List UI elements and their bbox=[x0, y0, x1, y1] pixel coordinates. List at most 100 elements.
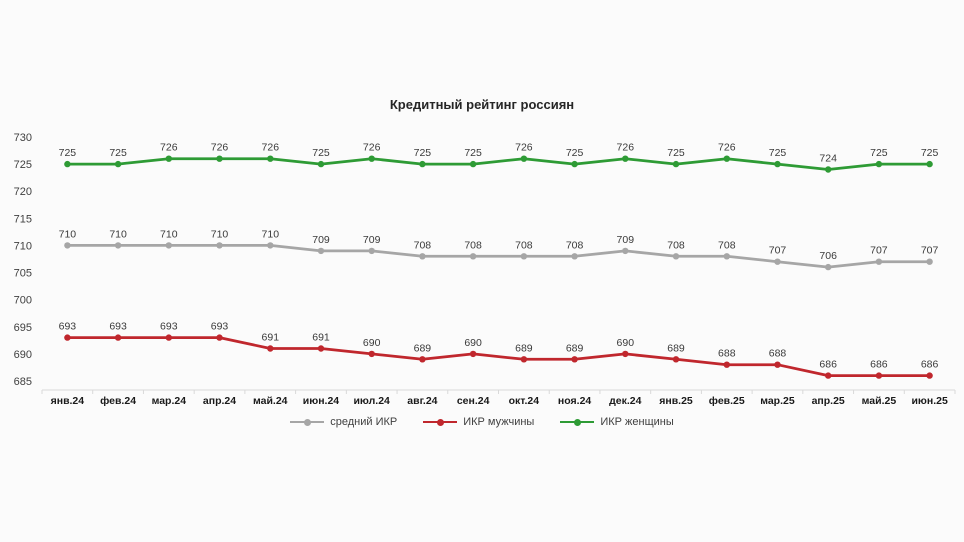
data-point-men bbox=[622, 350, 629, 358]
data-label-average: 707 bbox=[870, 245, 888, 257]
data-label-men: 690 bbox=[464, 337, 482, 349]
data-label-men: 689 bbox=[515, 342, 533, 354]
x-axis-tick-label: авг.24 bbox=[407, 395, 437, 407]
data-point-average bbox=[165, 242, 172, 249]
data-label-average: 708 bbox=[464, 239, 482, 251]
data-point-men bbox=[926, 372, 933, 379]
data-label-women: 725 bbox=[59, 147, 77, 159]
data-label-women: 725 bbox=[667, 147, 685, 159]
data-label-women: 725 bbox=[769, 147, 787, 159]
data-label-men: 686 bbox=[870, 359, 888, 371]
data-point-men bbox=[368, 350, 375, 358]
legend-label-average: средний ИКР bbox=[330, 416, 398, 428]
data-point-women bbox=[672, 160, 680, 168]
data-label-women: 725 bbox=[566, 147, 584, 159]
data-label-men: 689 bbox=[667, 342, 685, 354]
data-point-women bbox=[520, 155, 528, 162]
data-label-women: 725 bbox=[414, 147, 432, 159]
data-label-men: 690 bbox=[363, 337, 381, 349]
data-label-men: 693 bbox=[160, 321, 178, 333]
data-label-average: 709 bbox=[363, 234, 381, 246]
data-label-women: 726 bbox=[262, 142, 280, 154]
data-point-men bbox=[774, 361, 781, 368]
data-label-average: 708 bbox=[667, 239, 685, 251]
data-point-average bbox=[317, 247, 325, 255]
data-label-women: 725 bbox=[464, 147, 482, 159]
data-label-average: 708 bbox=[718, 239, 736, 251]
y-axis-tick-label: 730 bbox=[14, 132, 32, 144]
data-point-men bbox=[165, 334, 172, 341]
data-point-men bbox=[520, 356, 528, 363]
data-point-average bbox=[267, 242, 274, 249]
data-label-men: 686 bbox=[819, 359, 837, 371]
data-label-average: 708 bbox=[414, 239, 432, 251]
x-axis-tick-label: дек.24 bbox=[609, 395, 642, 407]
data-point-men bbox=[317, 345, 325, 352]
data-label-women: 726 bbox=[363, 142, 381, 154]
chart-legend: средний ИКР ИКР мужчины ИКР женщины bbox=[0, 416, 964, 428]
data-point-men bbox=[469, 350, 477, 358]
data-point-average bbox=[216, 242, 223, 249]
legend-label-women: ИКР женщины bbox=[600, 416, 674, 428]
x-axis-tick-label: июн.25 bbox=[911, 395, 948, 407]
data-label-average: 710 bbox=[262, 228, 280, 240]
data-point-men bbox=[672, 356, 680, 363]
data-label-average: 710 bbox=[109, 228, 127, 240]
data-label-women: 725 bbox=[312, 147, 330, 159]
data-label-women: 725 bbox=[921, 147, 939, 159]
data-point-average bbox=[774, 258, 781, 265]
data-point-average bbox=[469, 253, 477, 260]
data-point-average bbox=[672, 253, 680, 260]
data-point-women bbox=[469, 160, 477, 168]
data-label-women: 725 bbox=[870, 147, 888, 159]
y-axis-tick-label: 705 bbox=[14, 268, 32, 280]
y-axis-tick-label: 725 bbox=[14, 159, 32, 171]
data-label-average: 710 bbox=[59, 228, 77, 240]
data-label-average: 710 bbox=[160, 228, 178, 240]
x-axis-tick-label: ноя.24 bbox=[558, 395, 592, 407]
data-label-men: 689 bbox=[414, 342, 432, 354]
data-label-women: 726 bbox=[515, 142, 533, 154]
data-label-men: 693 bbox=[211, 321, 229, 333]
x-axis-tick-label: апр.24 bbox=[203, 395, 236, 407]
data-point-average bbox=[571, 253, 578, 260]
data-point-average bbox=[368, 247, 375, 255]
data-label-women: 726 bbox=[160, 142, 178, 154]
x-axis-tick-label: мар.25 bbox=[760, 395, 795, 407]
legend-marker-average bbox=[290, 418, 325, 427]
series-line-men bbox=[66, 336, 931, 377]
x-axis-tick-label: фев.25 bbox=[709, 395, 745, 407]
data-point-women bbox=[64, 160, 71, 168]
legend-item-women: ИКР женщины bbox=[560, 416, 674, 428]
data-point-average bbox=[64, 242, 71, 249]
data-point-average bbox=[114, 242, 122, 249]
data-point-women bbox=[875, 160, 883, 168]
data-point-men bbox=[419, 356, 426, 363]
data-point-average bbox=[723, 253, 730, 260]
data-point-men bbox=[571, 356, 578, 363]
data-label-men: 691 bbox=[262, 332, 280, 344]
y-axis-tick-label: 700 bbox=[14, 295, 32, 307]
data-point-men bbox=[114, 334, 122, 341]
data-point-women bbox=[825, 166, 832, 173]
data-label-men: 691 bbox=[312, 332, 330, 344]
data-point-women bbox=[368, 155, 375, 162]
y-axis-tick-label: 720 bbox=[14, 186, 32, 198]
y-axis-tick-label: 715 bbox=[14, 213, 32, 225]
data-label-average: 707 bbox=[921, 245, 939, 257]
x-axis-tick-label: мар.24 bbox=[152, 395, 187, 407]
data-point-women bbox=[317, 160, 325, 168]
x-axis-tick-label: окт.24 bbox=[509, 395, 540, 407]
data-label-men: 686 bbox=[921, 359, 939, 371]
chart-title: Кредитный рейтинг россиян bbox=[389, 97, 575, 112]
data-point-women bbox=[267, 155, 274, 162]
data-label-average: 709 bbox=[617, 234, 635, 246]
data-point-women bbox=[165, 155, 172, 162]
data-point-men bbox=[64, 334, 71, 341]
x-axis-tick-label: июн.24 bbox=[303, 395, 340, 407]
data-point-women bbox=[723, 155, 730, 162]
data-label-men: 688 bbox=[718, 348, 736, 360]
data-point-women bbox=[774, 160, 781, 168]
legend-label-men: ИКР мужчины bbox=[463, 416, 535, 428]
